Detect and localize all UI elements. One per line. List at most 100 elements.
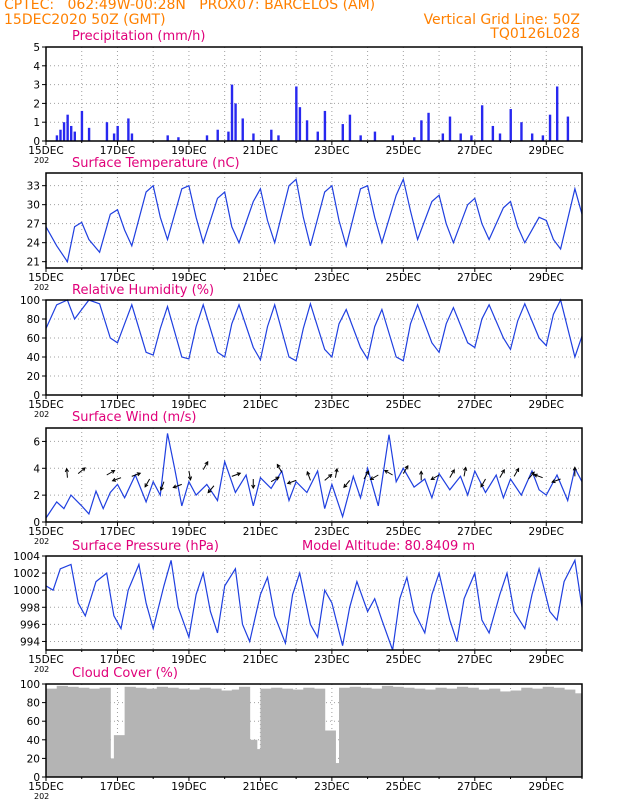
- cloud-bar: [67, 686, 79, 777]
- pres-ytick-label: 1000: [13, 585, 40, 597]
- cloud-bar: [238, 686, 251, 777]
- cloud-bar: [156, 686, 168, 777]
- precip-ytick-label: 2: [33, 98, 40, 110]
- cloud-bar: [188, 689, 201, 777]
- header-date: 15DEC2020 50Z (GMT): [4, 12, 166, 28]
- cloud-bar: [381, 685, 394, 777]
- cloud-bar: [271, 687, 283, 777]
- temp-series-line: [45, 177, 583, 264]
- cloud-xtick-label: 23DEC: [314, 781, 349, 793]
- rh-xtick-label: 17DEC: [100, 399, 135, 411]
- rh-xtick-label: 19DEC: [171, 399, 206, 411]
- cloud-bar: [146, 688, 158, 777]
- pres-ytick-label: 994: [20, 636, 40, 648]
- cloud-bar: [221, 690, 233, 777]
- wind-arrow-head: [251, 484, 256, 490]
- cloud-bar: [199, 687, 211, 777]
- wind-arrow-head: [404, 464, 409, 470]
- precip-bar: [316, 131, 319, 141]
- pres-title: Surface Pressure (hPa): [72, 539, 219, 554]
- precip-bar: [277, 135, 280, 141]
- wind-arrow: [144, 478, 151, 488]
- wind-arrow: [66, 468, 68, 478]
- precip-bar: [341, 124, 344, 141]
- precip-bar: [166, 135, 169, 141]
- precip-xtick-label: 15DEC: [28, 145, 63, 157]
- wind-arrow-head: [328, 473, 333, 479]
- temp-ytick-label: 33: [27, 181, 40, 193]
- pres-ytick-label: 1002: [13, 568, 40, 580]
- cloud-bar: [456, 686, 469, 777]
- precip-bar: [427, 112, 430, 141]
- cloud-xtick-label: 15DEC: [28, 781, 63, 793]
- cloud-bar: [510, 690, 522, 777]
- cloud-bar: [435, 687, 447, 777]
- wind-arrow: [449, 469, 455, 478]
- pres-ytick-label: 996: [20, 619, 40, 631]
- wind-arrow-head: [501, 468, 505, 474]
- precip-xtick-label: 17DEC: [100, 145, 135, 157]
- wind-arrow: [551, 478, 561, 483]
- wind-arrow-head: [276, 463, 281, 469]
- precip-bar: [116, 125, 119, 141]
- wind-arrow: [324, 474, 332, 481]
- wind-arrow-head: [533, 473, 538, 478]
- wind-arrow-head: [286, 480, 292, 485]
- cloud-xtick-label: 19DEC: [171, 781, 206, 793]
- cloud-xtick-label: 25DEC: [386, 781, 421, 793]
- precip-bar: [420, 120, 423, 141]
- cloud-bar: [446, 688, 458, 777]
- wind-xtick-label: 21DEC: [243, 526, 278, 538]
- cloud-bar: [414, 688, 426, 777]
- rh-series-line: [45, 298, 583, 362]
- precip-bar: [441, 133, 445, 141]
- pres-ytick-label: 998: [20, 602, 40, 614]
- cloud-bar: [574, 693, 582, 777]
- precip-bar: [177, 137, 180, 141]
- precip-bar: [62, 122, 66, 141]
- wind-arrow-head: [430, 476, 435, 481]
- pres-xtick-label: 29DEC: [529, 654, 564, 666]
- wind-arrow: [499, 469, 505, 478]
- wind-arrow: [270, 476, 280, 483]
- temp-xtick-label: 25DEC: [386, 272, 421, 284]
- rh-title: Relative Humidity (%): [72, 283, 215, 298]
- rh-plot-frame: [45, 299, 583, 396]
- precip-xtick-label: 27DEC: [457, 145, 492, 157]
- wind-xtick-label: 23DEC: [314, 526, 349, 538]
- cloud-bar: [78, 687, 90, 777]
- wind-xtick-label: 15DEC: [28, 526, 63, 538]
- precip-bar: [530, 133, 534, 141]
- pres-ytick-label: 1004: [13, 551, 40, 563]
- cloud-ytick-label: 20: [27, 753, 40, 765]
- precip-bar: [548, 114, 552, 141]
- rh-ytick-label: 0: [33, 390, 40, 402]
- precip-bar: [448, 116, 452, 141]
- precip-bar: [305, 120, 309, 141]
- precip-xtick-label: 25DEC: [386, 145, 421, 157]
- precip-bar: [509, 109, 512, 141]
- cloud-bar: [46, 688, 58, 777]
- cloud-bar: [371, 688, 383, 777]
- wind-arrow-head: [419, 470, 424, 475]
- wind-year-label: 202: [34, 537, 49, 546]
- precip-bar: [295, 86, 298, 141]
- wind-arrow-head: [480, 483, 485, 488]
- wind-arrow-head: [383, 469, 389, 474]
- cloud-xtick-label: 21DEC: [243, 781, 278, 793]
- precip-bar: [391, 135, 395, 141]
- precip-bar: [541, 135, 545, 141]
- cloud-ytick-label: 100: [20, 679, 40, 691]
- precip-bar: [480, 105, 484, 141]
- cloud-bar: [564, 689, 576, 777]
- rh-xtick-label: 27DEC: [457, 399, 492, 411]
- wind-arrow: [528, 471, 535, 480]
- precip-bar: [555, 86, 559, 141]
- precip-ytick-label: 0: [33, 136, 40, 148]
- wind-arrow-head: [136, 472, 142, 477]
- wind-xtick-label: 19DEC: [171, 526, 206, 538]
- pres-xtick-label: 23DEC: [314, 654, 349, 666]
- pres-xtick-label: 21DEC: [243, 654, 278, 666]
- precip-ytick-label: 3: [33, 80, 40, 92]
